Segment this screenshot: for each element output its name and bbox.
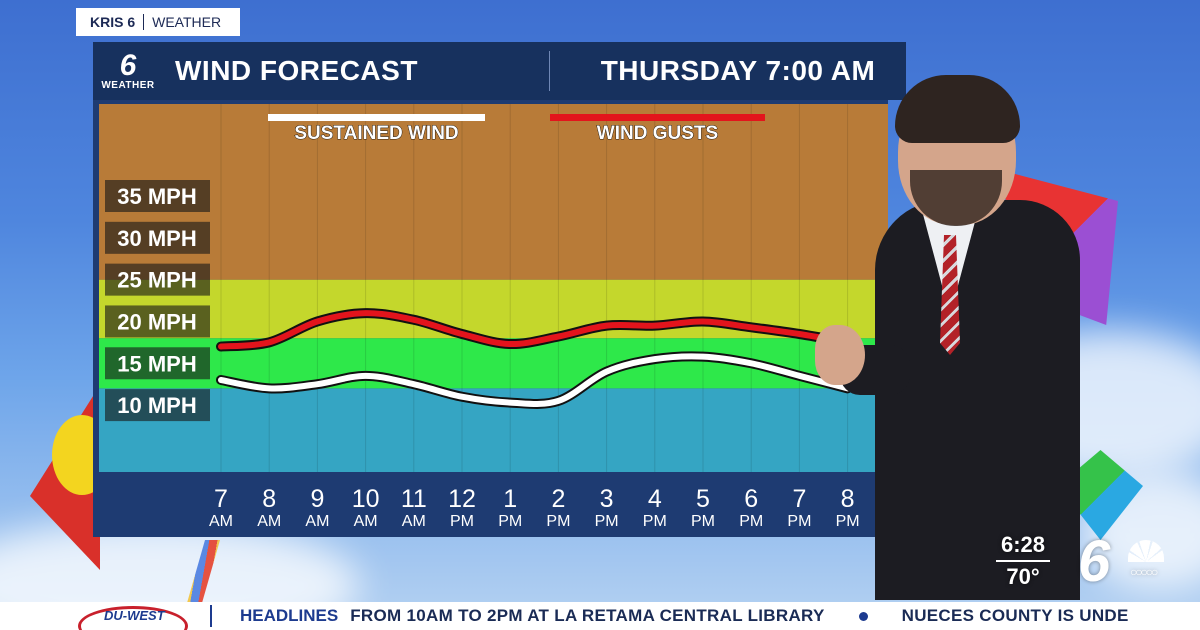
y-tick-label: 25 MPH <box>117 268 196 293</box>
section-name: WEATHER <box>152 14 222 30</box>
peacock-icon <box>1128 540 1164 562</box>
logo-number: 6 <box>119 48 137 82</box>
presenter-hair <box>895 75 1020 143</box>
wind-chart-svg: SUSTAINED WIND WIND GUSTS 35 MPH 30 MPH 25 … <box>99 104 888 530</box>
current-temp: 70° <box>1006 564 1040 589</box>
x-tick-hour: 9 <box>310 485 324 513</box>
y-tick-box <box>105 347 210 380</box>
x-tick-period: PM <box>498 513 522 530</box>
x-tick-period: AM <box>257 513 281 530</box>
legend-swatch <box>550 114 765 121</box>
legend-label: SUSTAINED WIND <box>294 123 458 144</box>
station-logo: 6 WEATHER <box>93 42 163 100</box>
x-tick-period: AM <box>305 513 329 530</box>
presenter-tie <box>940 235 960 355</box>
x-tick-hour: 2 <box>551 485 565 513</box>
x-tick-period: PM <box>450 513 474 530</box>
bug-divider <box>996 560 1050 562</box>
forecast-time: THURSDAY 7:00 AM <box>600 55 876 86</box>
x-tick-period: AM <box>402 513 426 530</box>
sponsor-logo: DU-WEST <box>0 602 210 630</box>
sponsor-name: DU-WEST <box>104 608 165 623</box>
x-tick-period: AM <box>354 513 378 530</box>
x-tick-hour: 4 <box>648 485 662 513</box>
y-tick-box <box>105 221 210 254</box>
x-tick-hour: 8 <box>841 485 855 513</box>
legend-label: WIND GUSTS <box>597 123 718 144</box>
ticker-headline: FROM 10AM TO 2PM AT LA RETAMA CENTRAL LI… <box>350 606 825 625</box>
y-tick-label: 30 MPH <box>117 226 196 251</box>
current-time: 6:28 <box>1000 532 1046 557</box>
presenter-hand <box>815 325 865 385</box>
ticker-text: FROM 10AM TO 2PM AT LA RETAMA CENTRAL LI… <box>350 606 1128 626</box>
x-tick-period: PM <box>643 513 667 530</box>
ticker-label: HEADLINES <box>210 605 350 627</box>
logo-caption: WEATHER <box>101 79 155 91</box>
wind-band <box>99 104 888 280</box>
x-tick-hour: 6 <box>744 485 758 513</box>
x-tick-period: PM <box>691 513 715 530</box>
x-tick-period: PM <box>595 513 619 530</box>
x-tick-hour: 1 <box>503 485 517 513</box>
station-tab: KRIS 6 WEATHER <box>76 8 240 36</box>
x-tick-hour: 8 <box>262 485 276 513</box>
y-tick-label: 20 MPH <box>117 309 196 334</box>
series-line <box>218 353 851 407</box>
x-tick-period: PM <box>836 513 860 530</box>
x-tick-hour: 11 <box>401 485 427 513</box>
x-tick-hour: 3 <box>600 485 614 513</box>
y-tick-label: 15 MPH <box>117 351 196 376</box>
y-tick-box <box>105 263 210 296</box>
y-tick-box <box>105 305 210 338</box>
y-tick-label: 35 MPH <box>117 184 196 209</box>
station-name: KRIS 6 <box>90 14 136 30</box>
wind-chart: SUSTAINED WIND WIND GUSTS 35 MPH 30 MPH 25 … <box>93 100 888 537</box>
x-tick-hour: 12 <box>448 485 476 513</box>
news-ticker: DU-WEST HEADLINES FROM 10AM TO 2PM AT LA… <box>0 602 1200 630</box>
network-number: 6 <box>1078 529 1111 594</box>
y-tick-box <box>105 389 210 422</box>
presenter <box>815 75 1080 600</box>
x-tick-period: PM <box>739 513 763 530</box>
ticker-bullet-icon <box>858 611 868 621</box>
x-tick-hour: 7 <box>214 485 228 513</box>
series-line <box>218 310 851 350</box>
network-logo: 6 ○○○○○ <box>1078 532 1168 592</box>
header-divider <box>549 51 550 91</box>
time-temp-bug: 6:28 70° <box>992 532 1054 590</box>
x-tick-period: PM <box>787 513 811 530</box>
x-tick-hour: 7 <box>792 485 806 513</box>
tab-divider <box>143 14 145 30</box>
legend-swatch <box>268 114 485 121</box>
x-tick-hour: 5 <box>696 485 710 513</box>
ticker-headline: NUECES COUNTY IS UNDE <box>901 606 1129 625</box>
y-tick-label: 10 MPH <box>117 393 196 418</box>
presenter-suit <box>875 200 1080 600</box>
x-tick-period: AM <box>209 513 233 530</box>
x-tick-period: PM <box>546 513 570 530</box>
y-tick-box <box>105 180 210 212</box>
forecast-header: 6 WEATHER WIND FORECAST THURSDAY 7:00 AM <box>93 42 906 100</box>
x-tick-hour: 10 <box>352 485 380 513</box>
olympic-rings-icon: ○○○○○ <box>1130 565 1158 579</box>
page-title: WIND FORECAST <box>175 55 418 86</box>
